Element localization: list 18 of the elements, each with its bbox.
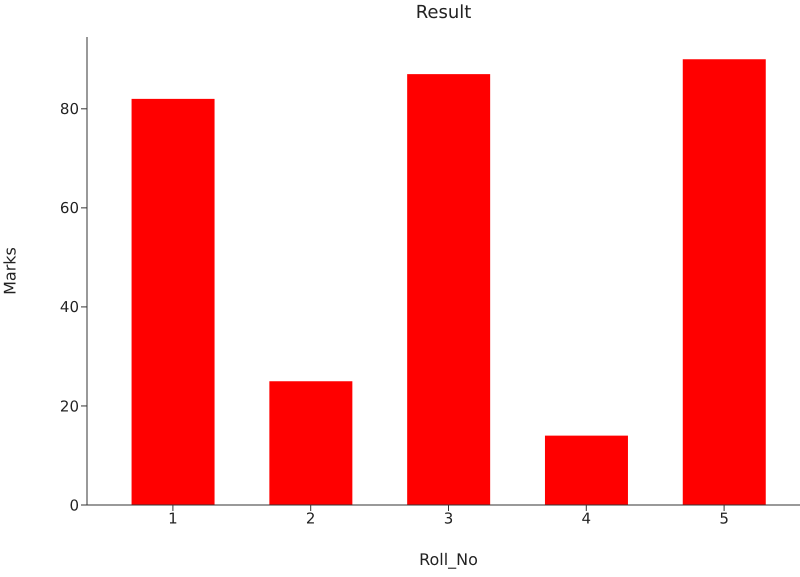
bar (682, 59, 766, 505)
x-tick-label: 3 (444, 510, 454, 528)
y-tick-label: 0 (69, 496, 79, 514)
x-tick-label: 1 (168, 510, 178, 528)
y-tick-label: 40 (60, 298, 79, 316)
y-tick-label: 60 (60, 199, 79, 218)
bar (132, 98, 215, 505)
y-axis-title: Marks (0, 247, 20, 295)
bar (407, 74, 490, 505)
x-axis-title: Roll_No (419, 550, 478, 569)
x-tick-label: 4 (582, 510, 592, 528)
y-tick-label: 80 (60, 100, 79, 118)
chart-title: Result (414, 2, 472, 23)
y-tick-label: 20 (60, 397, 79, 416)
x-tick-label: 5 (719, 510, 729, 528)
bar (544, 436, 628, 505)
x-tick-label: 2 (306, 510, 316, 528)
bar (269, 381, 352, 505)
